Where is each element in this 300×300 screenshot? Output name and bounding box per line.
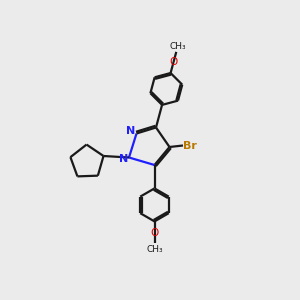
Text: N: N xyxy=(119,154,128,164)
Text: CH₃: CH₃ xyxy=(146,245,163,254)
Text: CH₃: CH₃ xyxy=(169,42,186,51)
Text: O: O xyxy=(169,57,178,67)
Text: Br: Br xyxy=(183,140,196,151)
Text: O: O xyxy=(150,228,159,238)
Text: N: N xyxy=(127,126,136,136)
